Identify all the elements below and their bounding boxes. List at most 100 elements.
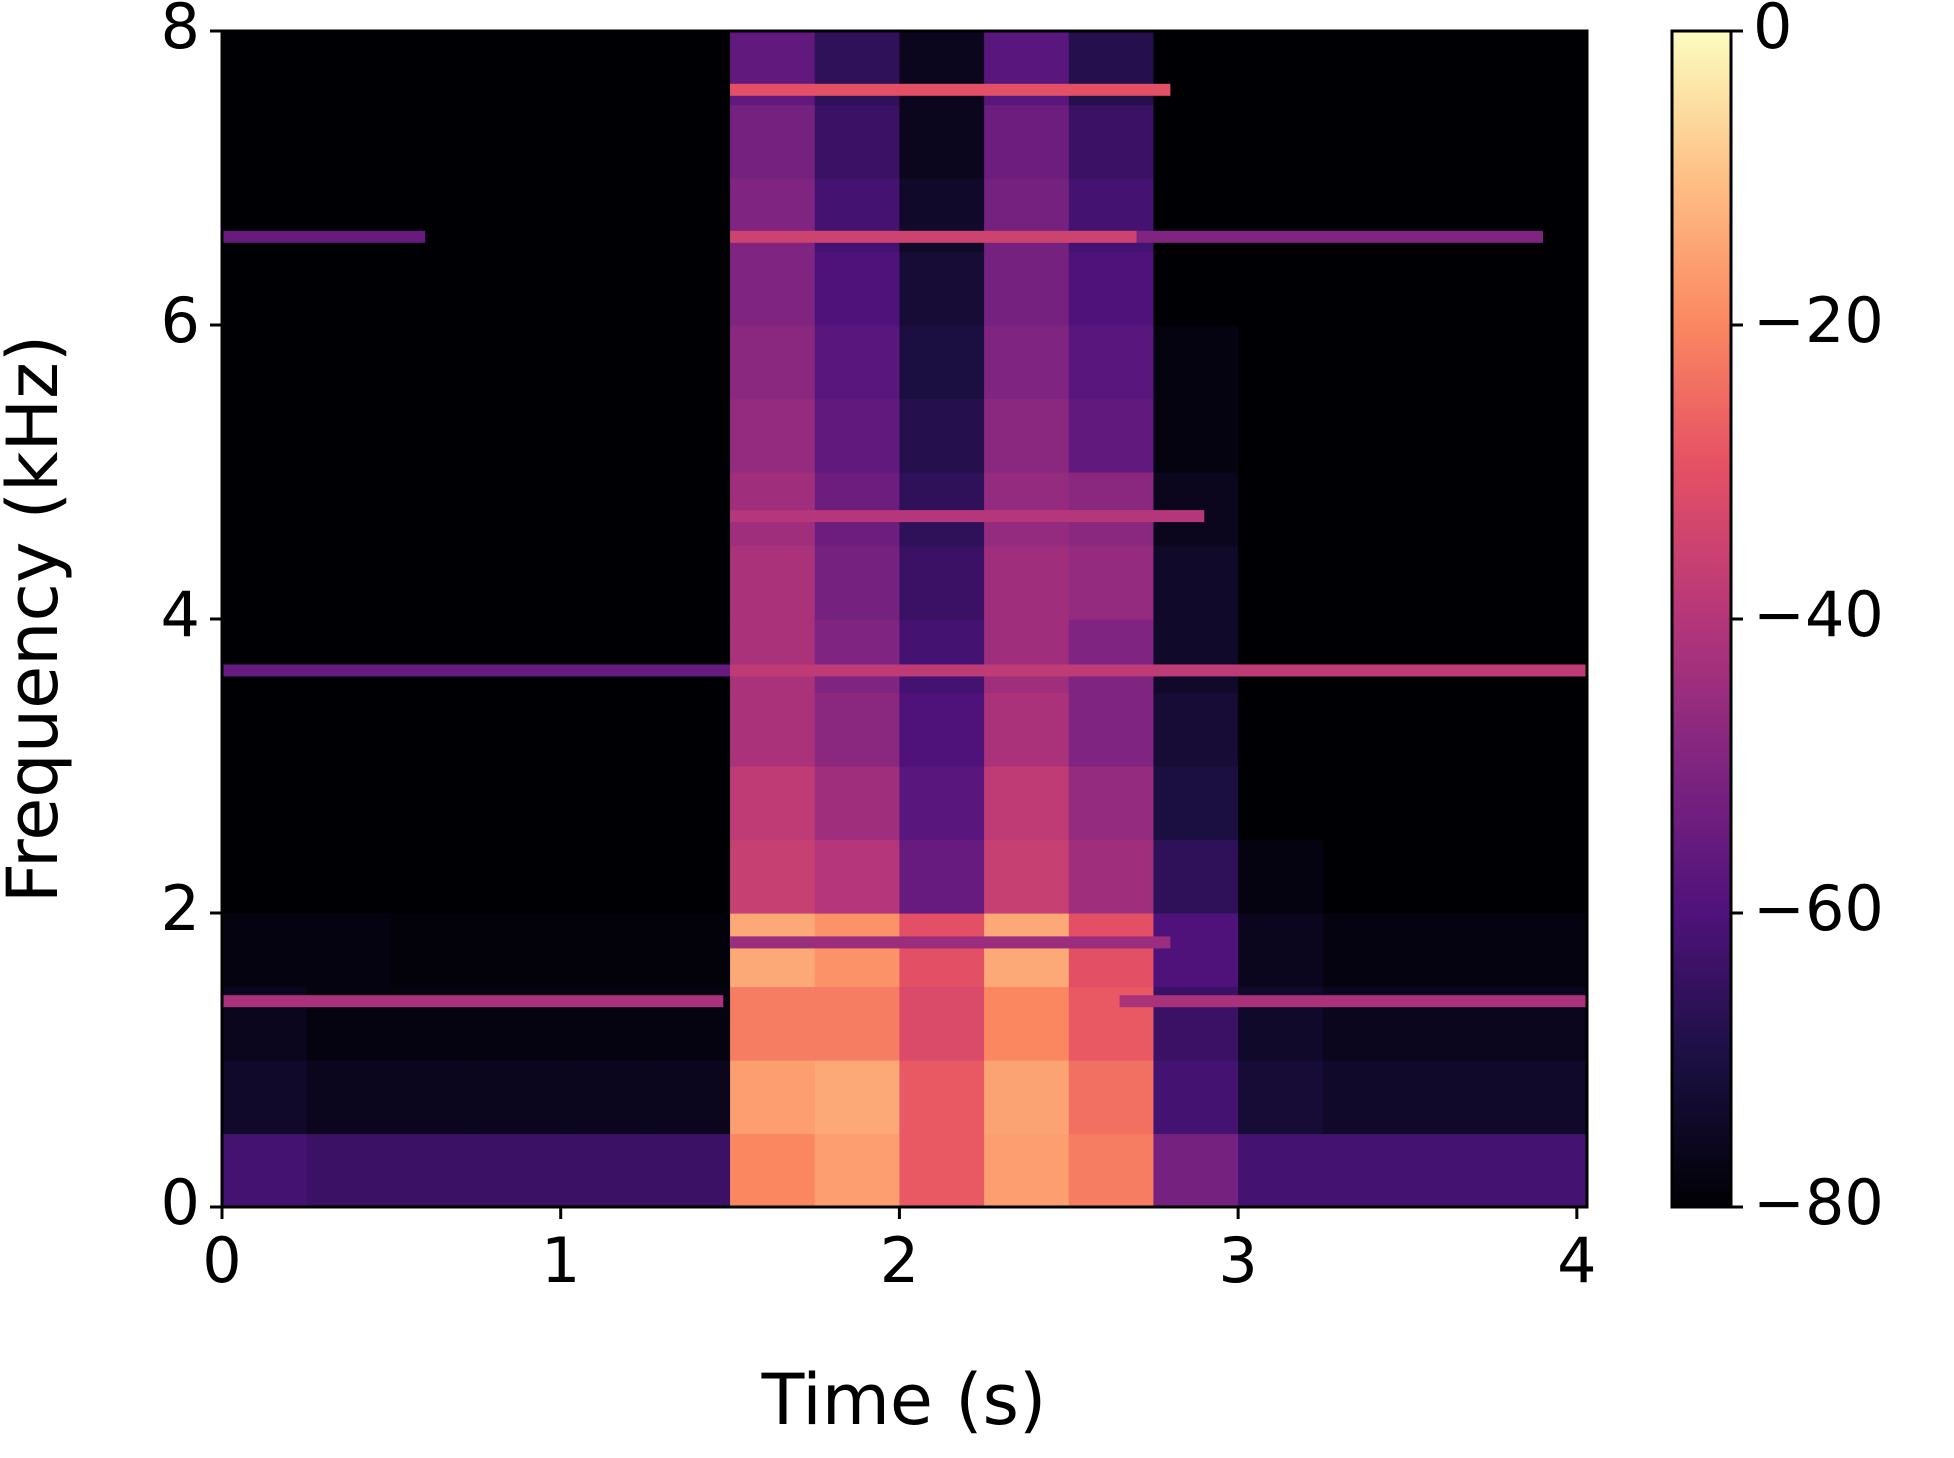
heatmap-cell — [1322, 398, 1409, 473]
heatmap-cell — [984, 839, 1070, 914]
heatmap-cell — [560, 839, 646, 914]
heatmap-cell — [1407, 619, 1493, 694]
heatmap-cell — [560, 913, 646, 988]
heatmap-cell — [1238, 325, 1324, 400]
heatmap-cell — [1238, 251, 1324, 326]
heatmap-cell — [730, 472, 816, 547]
heatmap-cell — [222, 325, 308, 400]
heatmap-cell — [645, 325, 731, 400]
heatmap-cell — [645, 472, 731, 547]
heatmap-cell — [1492, 104, 1587, 179]
heatmap-cell — [984, 325, 1070, 400]
heatmap-cell — [1068, 913, 1155, 988]
heatmap-cell — [391, 692, 477, 767]
heatmap-cell — [1153, 1060, 1239, 1135]
heatmap-cell — [1153, 619, 1239, 694]
heatmap-cell — [730, 619, 816, 694]
heatmap-cell — [984, 398, 1070, 473]
heatmap-cell — [306, 472, 392, 547]
y-tick-label: 6 — [161, 284, 200, 357]
heatmap-cell — [1153, 104, 1239, 179]
heatmap-cell — [306, 1133, 392, 1207]
heatmap-cell — [391, 1060, 477, 1135]
heatmap-cell — [1153, 398, 1239, 473]
tone-line — [222, 664, 731, 677]
heatmap-cell — [476, 766, 562, 841]
heatmap-cell — [730, 251, 816, 326]
heatmap-cell — [391, 398, 477, 473]
heatmap-cell — [1492, 545, 1587, 620]
heatmap-cell — [1238, 31, 1324, 106]
heatmap-cell — [645, 1060, 731, 1135]
heatmap-cell — [222, 1133, 308, 1207]
heatmap-cell — [391, 31, 477, 106]
heatmap-cell — [730, 913, 816, 988]
heatmap-cell — [984, 104, 1070, 179]
heatmap-cell — [645, 766, 731, 841]
heatmap-cell — [645, 692, 731, 767]
heatmap-cell — [391, 251, 477, 326]
heatmap-cell — [1492, 325, 1587, 400]
colorbar-tick-label: −20 — [1753, 284, 1884, 357]
heatmap-cell — [306, 31, 392, 106]
heatmap-cell — [1068, 251, 1155, 326]
heatmap-cell — [899, 1133, 985, 1207]
heatmap-cell — [391, 766, 477, 841]
heatmap-cell — [1153, 692, 1239, 767]
colorbar-tick-label: −40 — [1753, 578, 1884, 651]
heatmap-cell — [730, 766, 816, 841]
tone-line — [1119, 995, 1587, 1008]
heatmap-cell — [1492, 839, 1587, 914]
heatmap-cell — [1322, 1060, 1409, 1135]
heatmap-cell — [1068, 1133, 1155, 1207]
heatmap-cell — [814, 619, 901, 694]
heatmap-cell — [222, 839, 308, 914]
heatmap-cell — [1492, 1060, 1587, 1135]
heatmap-cell — [1322, 839, 1409, 914]
heatmap-cell — [1407, 325, 1493, 400]
heatmap-cell — [1407, 839, 1493, 914]
heatmap-cell — [814, 839, 901, 914]
heatmap-cell — [222, 545, 308, 620]
heatmap-cell — [222, 104, 308, 179]
heatmap-cell — [222, 619, 308, 694]
heatmap-cell — [391, 104, 477, 179]
heatmap-cell — [560, 398, 646, 473]
heatmap-cell — [1238, 913, 1324, 988]
x-tick-label: 4 — [1557, 1224, 1596, 1297]
heatmap-cell — [899, 839, 985, 914]
heatmap-cell — [899, 619, 985, 694]
heatmap-cell — [222, 472, 308, 547]
heatmap-cell — [645, 178, 731, 253]
heatmap-cell — [391, 913, 477, 988]
heatmap-cell — [730, 692, 816, 767]
heatmap-cell — [1238, 104, 1324, 179]
heatmap-cell — [1407, 913, 1493, 988]
heatmap-cell — [391, 839, 477, 914]
heatmap-cell — [1322, 766, 1409, 841]
heatmap-cell — [306, 913, 392, 988]
heatmap-cell — [814, 1060, 901, 1135]
heatmap-cell — [899, 251, 985, 326]
heatmap-cell — [1407, 766, 1493, 841]
heatmap-cell — [1407, 31, 1493, 106]
heatmap-cell — [730, 1060, 816, 1135]
y-tick-label: 2 — [161, 872, 200, 945]
heatmap-cell — [984, 545, 1070, 620]
heatmap-cell — [1407, 472, 1493, 547]
colorbar-tick-label: −80 — [1753, 1166, 1884, 1239]
heatmap-cell — [391, 472, 477, 547]
x-tick-label: 0 — [202, 1224, 241, 1297]
heatmap-cell — [814, 251, 901, 326]
heatmap-cell — [222, 692, 308, 767]
heatmap-cell — [391, 1133, 477, 1207]
heatmap-cell — [560, 325, 646, 400]
heatmap-cell — [1068, 545, 1155, 620]
tone-line — [730, 83, 1171, 96]
heatmap-cell — [222, 251, 308, 326]
heatmap-cell — [560, 692, 646, 767]
heatmap-cell — [645, 398, 731, 473]
tone-line — [222, 230, 426, 243]
heatmap-cell — [306, 545, 392, 620]
heatmap-cell — [1407, 251, 1493, 326]
